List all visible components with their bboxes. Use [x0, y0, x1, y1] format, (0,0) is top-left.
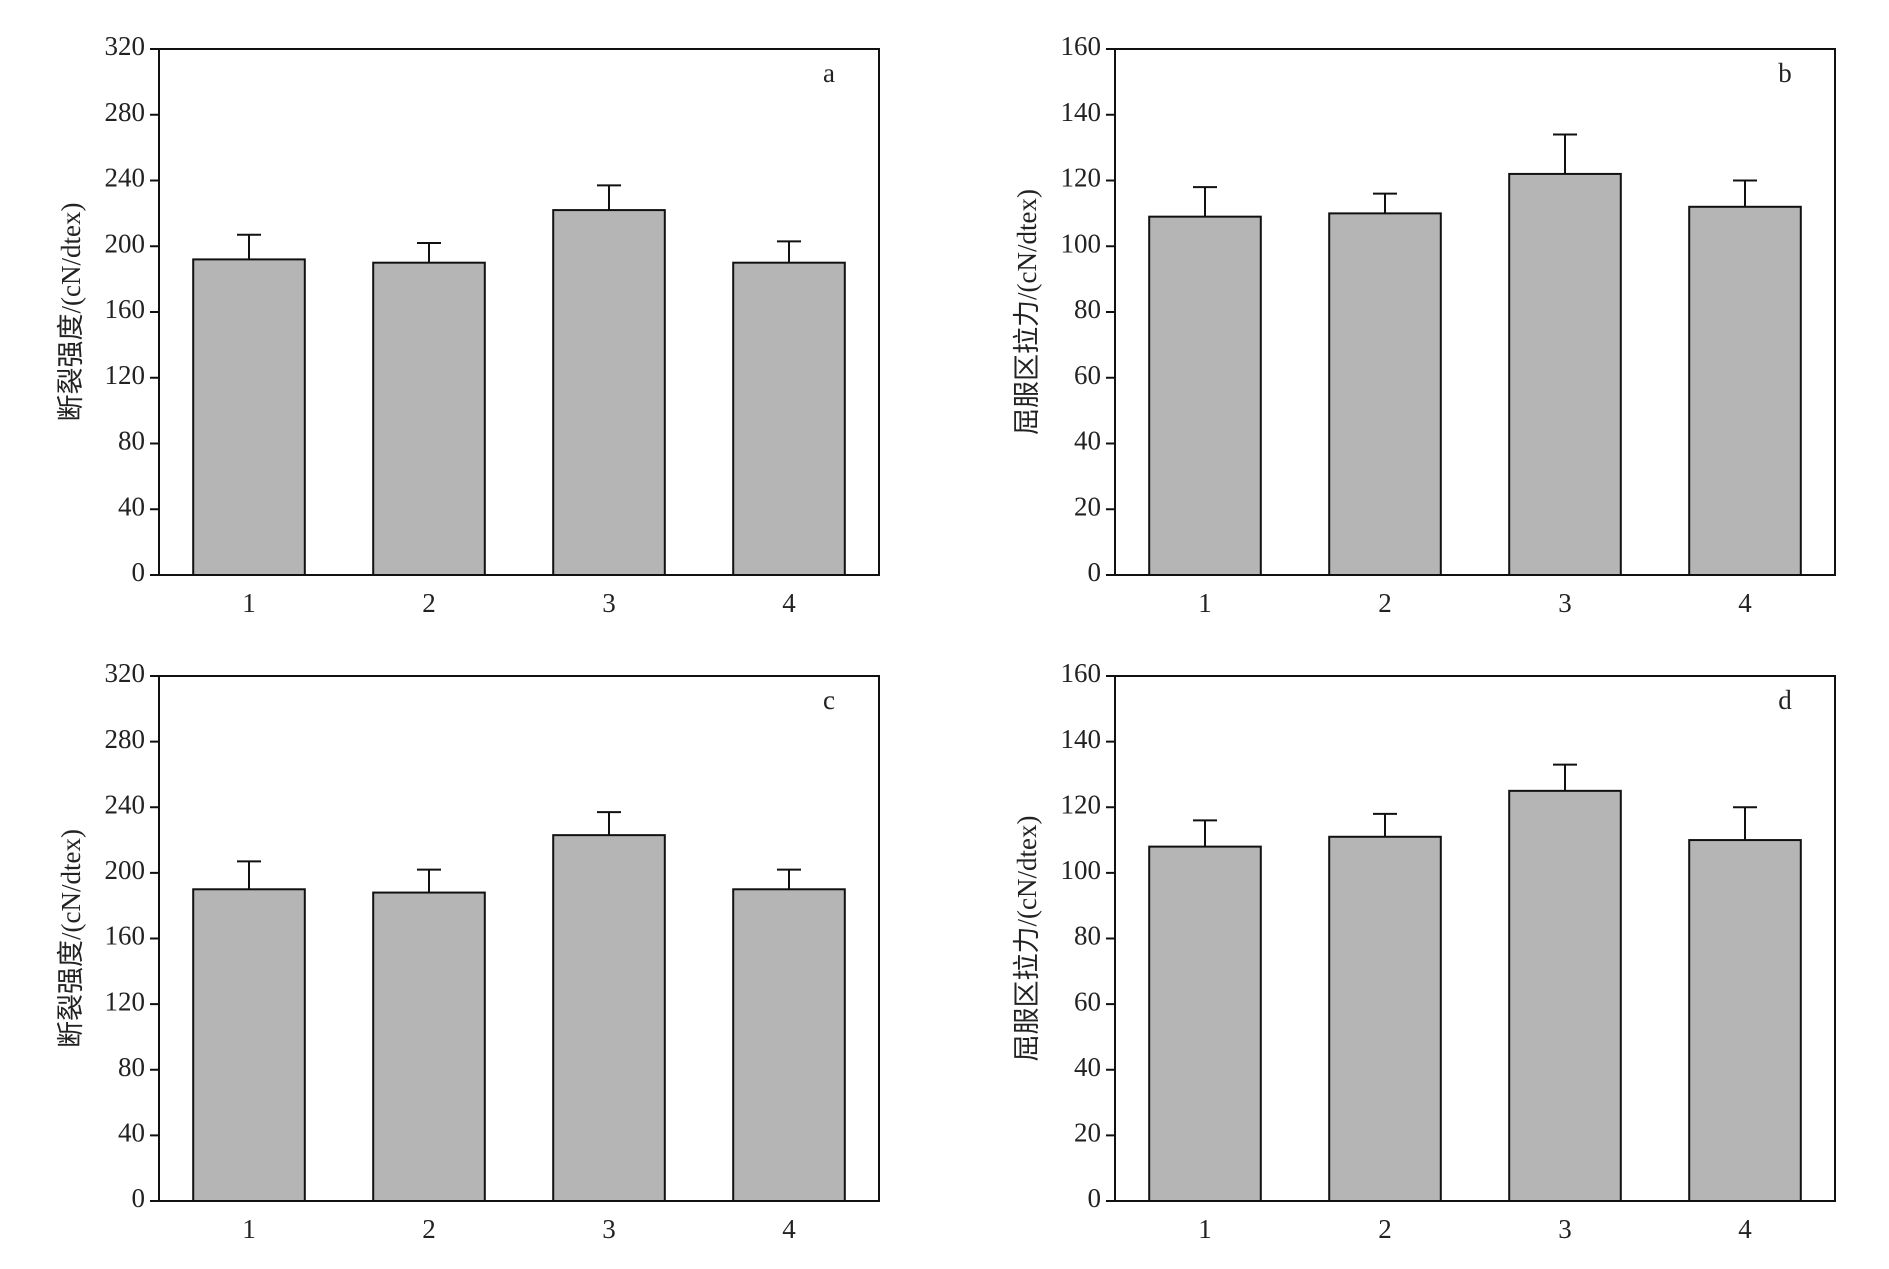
y-tick-label: 280 — [105, 724, 146, 754]
y-tick-label: 140 — [1061, 724, 1102, 754]
panel: 0 20 40 60 80 100 120 140 160 屈服区拉力/(cN/dtex) d 1 2 3… — [1012, 658, 1836, 1244]
x-tick-label: 4 — [1738, 1214, 1752, 1244]
y-axis-label: 屈服区拉力/(cN/dtex) — [1012, 816, 1042, 1062]
y-tick-label: 0 — [1088, 557, 1102, 587]
y-tick-label: 240 — [105, 163, 146, 193]
x-tick-label: 3 — [1558, 588, 1572, 618]
y-tick-label: 0 — [1088, 1183, 1102, 1213]
x-tick-label: 2 — [422, 1214, 436, 1244]
y-tick-label: 80 — [1074, 294, 1101, 324]
y-tick-label: 100 — [1061, 228, 1102, 258]
x-tick-label: 3 — [602, 1214, 616, 1244]
bar — [192, 258, 306, 576]
bar — [1148, 215, 1262, 576]
y-tick-label: 160 — [105, 921, 146, 951]
y-tick-label: 280 — [105, 97, 146, 127]
x-tick-label: 4 — [782, 588, 796, 618]
x-tick-label: 1 — [1198, 588, 1212, 618]
bar — [1688, 839, 1802, 1202]
x-tick-label: 1 — [242, 1214, 256, 1244]
y-tick-label: 80 — [118, 426, 145, 456]
y-tick-label: 120 — [1061, 789, 1102, 819]
x-tick-label: 4 — [1738, 588, 1752, 618]
bar — [1328, 835, 1442, 1202]
y-tick-label: 40 — [118, 1118, 145, 1148]
bar — [732, 888, 846, 1202]
y-tick-label: 120 — [1061, 163, 1102, 193]
bar — [1508, 789, 1622, 1202]
y-tick-label: 20 — [1074, 1118, 1101, 1148]
bar — [372, 261, 486, 576]
x-tick-label: 2 — [1378, 1214, 1392, 1244]
y-tick-label: 140 — [1061, 97, 1102, 127]
x-tick-label: 1 — [1198, 1214, 1212, 1244]
bar — [1508, 172, 1622, 577]
y-tick-label: 240 — [105, 789, 146, 819]
panel: 0 40 80 120 160 200 240 280 320 断裂强度/(cN/dtex) a 1 2… — [56, 31, 880, 618]
y-axis-label: 断裂强度/(cN/dtex) — [56, 203, 86, 422]
bar — [732, 261, 846, 576]
y-tick-label: 80 — [1074, 921, 1101, 951]
panel: 0 20 40 60 80 100 120 140 160 屈服区拉力/(cN/dtex) b 1 2 3… — [1012, 31, 1836, 618]
y-tick-label: 60 — [1074, 986, 1101, 1016]
y-tick-label: 320 — [105, 658, 146, 688]
y-tick-label: 80 — [118, 1052, 145, 1082]
y-tick-label: 20 — [1074, 491, 1101, 521]
x-tick-label: 3 — [602, 588, 616, 618]
y-tick-label: 0 — [132, 1183, 146, 1213]
y-axis-label: 断裂强度/(cN/dtex) — [56, 829, 86, 1048]
x-tick-label: 4 — [782, 1214, 796, 1244]
x-tick-label: 2 — [422, 588, 436, 618]
bar — [372, 891, 486, 1202]
bar — [1688, 205, 1802, 577]
y-tick-label: 120 — [105, 360, 146, 390]
y-tick-label: 60 — [1074, 360, 1101, 390]
panel-label: d — [1778, 685, 1792, 715]
y-tick-label: 160 — [1061, 31, 1102, 61]
y-tick-label: 0 — [132, 557, 146, 587]
y-tick-label: 320 — [105, 31, 146, 61]
x-tick-label: 3 — [1558, 1214, 1572, 1244]
y-tick-label: 40 — [118, 491, 145, 521]
y-tick-label: 40 — [1074, 426, 1101, 456]
y-tick-label: 120 — [105, 986, 146, 1016]
panel-label: c — [823, 685, 835, 715]
panel-label: a — [823, 58, 835, 88]
x-tick-label: 2 — [1378, 588, 1392, 618]
y-axis-label: 屈服区拉力/(cN/dtex) — [1012, 189, 1042, 435]
y-tick-label: 100 — [1061, 855, 1102, 885]
y-tick-label: 160 — [1061, 658, 1102, 688]
bar — [552, 209, 666, 576]
y-tick-label: 40 — [1074, 1052, 1101, 1082]
y-tick-label: 200 — [105, 855, 146, 885]
bar — [192, 888, 306, 1202]
y-tick-label: 200 — [105, 228, 146, 258]
bar — [552, 834, 666, 1202]
bar — [1328, 212, 1442, 576]
panel-label: b — [1778, 58, 1792, 88]
y-tick-label: 160 — [105, 294, 146, 324]
panel: 0 40 80 120 160 200 240 280 320 断裂强度/(cN/dtex) c 1 2… — [56, 658, 880, 1244]
bar — [1148, 845, 1262, 1202]
x-tick-label: 1 — [242, 588, 256, 618]
